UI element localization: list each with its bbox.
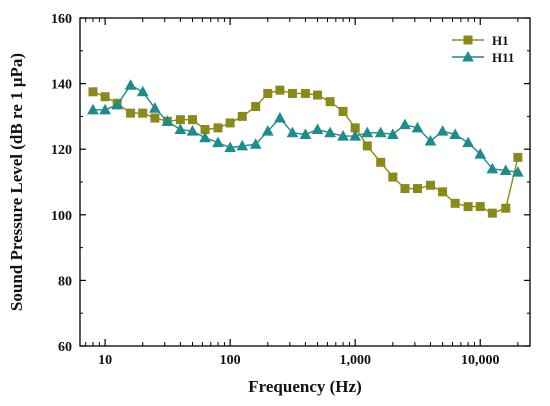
data-point-h11 <box>424 134 437 146</box>
legend-marker-shape <box>463 35 473 45</box>
data-point-h11 <box>311 123 324 135</box>
data-point-h11 <box>512 166 524 177</box>
data-point-h11 <box>299 128 312 139</box>
data-point-h1 <box>413 184 423 194</box>
data-point-h1 <box>438 187 448 197</box>
legend-marker-h11 <box>462 50 474 62</box>
data-point-h11 <box>174 123 187 135</box>
data-point-h11 <box>111 98 124 110</box>
data-point-h1 <box>501 203 511 213</box>
data-point-h1 <box>338 106 348 116</box>
data-point-h11 <box>349 130 362 141</box>
data-point-h11 <box>337 130 349 141</box>
x-tick-label: 10,000 <box>461 353 500 368</box>
data-point-h1 <box>287 88 297 98</box>
data-point-h1 <box>275 85 285 95</box>
data-point-h1 <box>513 152 523 162</box>
data-point-h1 <box>400 184 410 194</box>
data-point-h11 <box>161 115 174 126</box>
series-h1 <box>88 85 523 218</box>
data-point-h1 <box>475 202 485 212</box>
data-point-h11 <box>361 126 374 138</box>
data-point-h1 <box>138 108 148 118</box>
data-point-h11 <box>499 164 512 176</box>
data-point-h1 <box>100 92 110 102</box>
data-point-h1 <box>175 115 185 125</box>
x-tick-label: 1,000 <box>339 353 371 368</box>
data-point-h1 <box>213 123 223 133</box>
data-point-h1 <box>251 102 261 112</box>
data-point-h1 <box>487 208 497 218</box>
legend: H1 H11 <box>452 33 514 65</box>
data-point-h11 <box>274 112 286 123</box>
legend-marker-shape <box>462 50 474 62</box>
data-point-h11 <box>136 85 149 97</box>
data-point-h11 <box>124 79 137 90</box>
data-point-h1 <box>313 90 323 100</box>
data-point-h11 <box>249 138 262 149</box>
data-point-h1 <box>325 97 335 107</box>
data-point-h11 <box>224 141 236 153</box>
data-point-h11 <box>261 125 274 136</box>
data-point-h1 <box>126 108 136 118</box>
y-tick-label: 60 <box>58 340 72 355</box>
series-layer <box>87 79 524 218</box>
data-point-h1 <box>463 202 473 212</box>
y-tick-label: 160 <box>51 12 72 27</box>
data-point-h1 <box>376 157 386 167</box>
series-h11 <box>87 79 524 177</box>
data-point-h11 <box>399 118 411 130</box>
y-tick-label: 100 <box>51 209 72 224</box>
data-point-h1 <box>237 111 247 121</box>
data-point-h11 <box>324 126 336 138</box>
x-tick-label: 100 <box>220 353 241 368</box>
data-point-h11 <box>449 128 461 139</box>
y-axis-title: Sound Pressure Level (dB re 1 µPa) <box>7 53 26 311</box>
y-tick-label: 120 <box>51 143 72 158</box>
data-point-h11 <box>374 126 387 138</box>
data-point-h1 <box>88 87 98 97</box>
data-point-h11 <box>99 103 111 115</box>
data-point-h11 <box>199 131 211 143</box>
y-tick-label: 140 <box>51 78 72 93</box>
legend-marker-h1 <box>463 35 473 45</box>
data-point-h11 <box>486 162 499 174</box>
data-point-h11 <box>474 148 487 159</box>
x-axis-title: Frequency (Hz) <box>248 377 361 396</box>
data-point-h1 <box>187 115 197 125</box>
data-point-h11 <box>386 128 399 139</box>
legend-label-h1: H1 <box>492 33 509 48</box>
data-point-h11 <box>462 136 474 148</box>
data-point-h11 <box>149 102 161 113</box>
plot-frame <box>79 17 531 347</box>
x-tick-label: 10 <box>98 353 112 368</box>
legend-label-h11: H11 <box>492 50 514 65</box>
axis-ticks: 60 80 100 120 140 160 10 100 1,000 10,000 <box>51 12 530 368</box>
data-point-h11 <box>286 126 299 138</box>
data-point-h1 <box>388 172 398 182</box>
data-point-h11 <box>236 139 249 151</box>
data-point-h1 <box>425 180 435 190</box>
data-point-h11 <box>411 121 424 133</box>
y-tick-label: 80 <box>58 274 72 289</box>
data-point-h11 <box>436 125 449 136</box>
data-point-h1 <box>263 88 273 98</box>
data-point-h11 <box>186 125 199 136</box>
data-point-h1 <box>450 198 460 208</box>
data-point-h11 <box>212 136 224 148</box>
data-point-h1 <box>300 88 310 98</box>
data-point-h11 <box>87 103 99 115</box>
data-point-h1 <box>150 113 160 123</box>
data-point-h1 <box>225 118 235 128</box>
data-point-h1 <box>362 141 372 151</box>
